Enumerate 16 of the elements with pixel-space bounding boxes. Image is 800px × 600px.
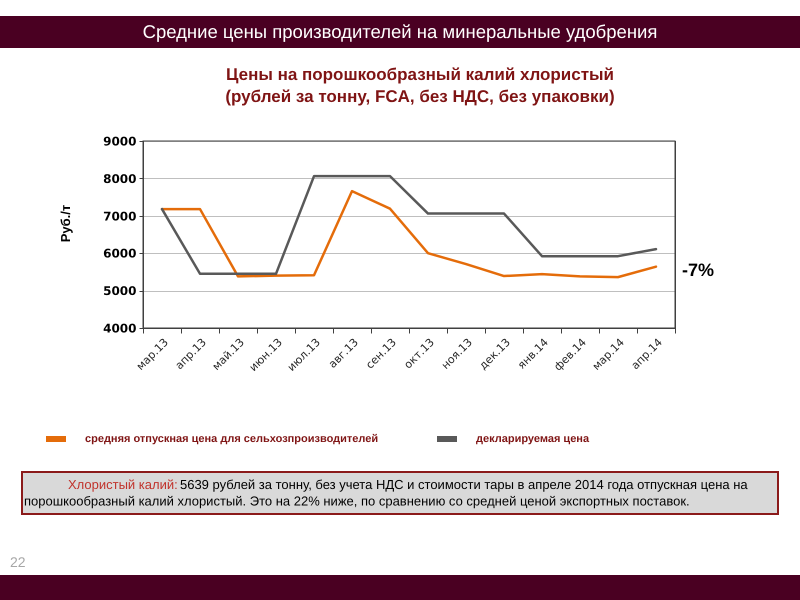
y-axis-title: Руб./т — [58, 204, 74, 242]
chart-title: Средние цены производителей на минеральные удобрения — [142, 21, 658, 42]
y-tick-label: 7000 — [103, 209, 136, 224]
text: -7% — [682, 260, 714, 280]
chart-subtitle: Цены на порошкообразный калий хлористый (рублей за тонну, FCA, без НДС, без упаковки) — [225, 65, 615, 106]
y-tick-label: 8000 — [103, 172, 136, 186]
line-series — [160, 174, 658, 276]
line-series — [160, 190, 658, 278]
legend-label: средняя отпускная цена для сельхозпроизводителей — [85, 433, 378, 445]
y-tick-label: 6000 — [103, 246, 136, 261]
y-tick-label: 5000 — [103, 284, 136, 298]
y-tick-label: 4000 — [103, 322, 136, 336]
legend-label: декларируемая цена — [476, 433, 590, 445]
text: 22 — [10, 554, 26, 570]
text: Хлористый калий: 5639 рублей за тонну, без учета НДС и стоимости тары в апреле 2014 года отпускная цена на порошкообразный калий хлористый. Это на 22% ниже, по сравнению со средней ценой экспортных поставок. — [24, 476, 748, 508]
y-tick-label: 9000 — [103, 134, 136, 148]
